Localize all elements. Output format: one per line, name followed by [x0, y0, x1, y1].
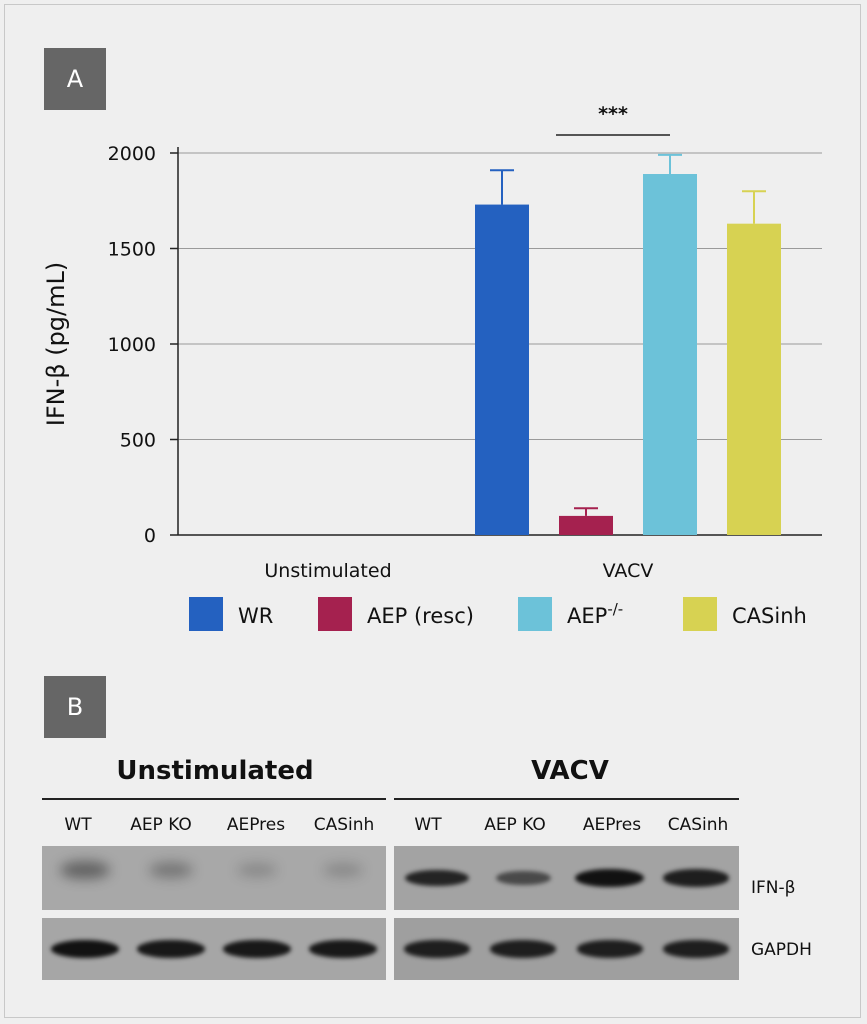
- blot-divider-right: [394, 798, 739, 800]
- lane-label: AEP KO: [484, 815, 546, 835]
- blot-band: [404, 940, 471, 958]
- blot-strip-gapdh-vacv: [394, 918, 739, 980]
- blot-band: [490, 940, 557, 958]
- panel-b-label: B: [44, 676, 106, 738]
- lane-label: CASinh: [313, 815, 375, 835]
- legend-swatch: [518, 597, 552, 631]
- y-tick-label: 500: [120, 430, 156, 452]
- lane-label: WT: [64, 815, 92, 835]
- blot-group-unstimulated: Unstimulated: [116, 756, 314, 786]
- y-tick-label: 2000: [108, 143, 156, 165]
- legend-label-aep-resc: AEP (resc): [367, 604, 474, 628]
- y-tick-label: 1000: [108, 334, 156, 356]
- blot-divider-left: [42, 798, 386, 800]
- legend-label-casinh: CASinh: [732, 604, 807, 628]
- blot-band: [236, 862, 278, 878]
- lane-label: CASinh: [667, 815, 729, 835]
- blot-group-vacv: VACV: [531, 756, 609, 786]
- y-tick-label: 1500: [108, 239, 156, 261]
- lane-label: AEP KO: [130, 815, 192, 835]
- blot-band: [309, 940, 377, 958]
- bar-aep-: [643, 174, 697, 535]
- blot-band: [50, 940, 120, 958]
- blot-band: [575, 869, 645, 887]
- x-tick-label: VACV: [603, 560, 654, 582]
- blot-band: [404, 869, 470, 887]
- blot-strip-ifnb-unstim: [42, 846, 386, 910]
- blot-band: [148, 861, 194, 879]
- x-tick-label: Unstimulated: [264, 560, 391, 582]
- bar-wr: [475, 204, 529, 535]
- blot-band: [322, 862, 364, 878]
- panel-a-label: A: [44, 48, 106, 110]
- blot-band: [662, 869, 729, 887]
- bar-aep-resc-: [559, 515, 613, 535]
- significance-label: ***: [598, 103, 628, 125]
- blot-band: [662, 940, 729, 958]
- y-tick-label: 0: [144, 525, 156, 547]
- lane-label: AEPres: [582, 815, 642, 835]
- blot-strip-ifnb-vacv: [394, 846, 739, 910]
- legend-swatch: [318, 597, 352, 631]
- lane-label: AEPres: [226, 815, 286, 835]
- legend-label-wr: WR: [238, 604, 273, 628]
- bar-casinh: [727, 223, 781, 536]
- blot-row-label-ifnb: IFN-β: [751, 878, 796, 898]
- blot-band: [223, 940, 291, 958]
- legend-swatch: [189, 597, 223, 631]
- blot-row-label-gapdh: GAPDH: [751, 940, 812, 960]
- blot-strip-gapdh-unstim: [42, 918, 386, 980]
- lane-label: WT: [414, 815, 442, 835]
- blot-band: [137, 940, 205, 958]
- legend-label-aep-ko: AEP-/-: [567, 600, 623, 628]
- blot-band: [576, 940, 643, 958]
- legend-swatch: [683, 597, 717, 631]
- y-axis-label: IFN-β (pg/mL): [42, 262, 70, 426]
- bar-chart: 0 500 1000 1500 2000 IFN-β (pg/mL) Unstimulate…: [42, 103, 822, 631]
- blot-band: [495, 870, 552, 886]
- blot-band: [60, 860, 110, 880]
